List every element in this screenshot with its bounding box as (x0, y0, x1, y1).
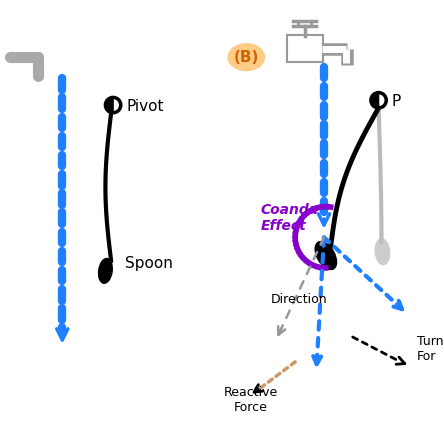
Text: Reactive
Force: Reactive Force (224, 386, 278, 414)
Ellipse shape (375, 239, 390, 265)
Text: Turn
For: Turn For (417, 336, 444, 364)
Text: P: P (391, 94, 400, 109)
Text: Pivot: Pivot (127, 99, 164, 114)
Circle shape (371, 93, 386, 108)
Circle shape (105, 97, 121, 113)
Ellipse shape (228, 44, 265, 71)
Wedge shape (371, 93, 379, 108)
Text: Coanda
Effect: Coanda Effect (261, 203, 319, 233)
Ellipse shape (315, 242, 337, 270)
Text: (B): (B) (234, 50, 259, 65)
Text: Direction: Direction (271, 293, 328, 306)
Text: Spoon: Spoon (125, 256, 172, 271)
Ellipse shape (99, 258, 112, 283)
Wedge shape (105, 97, 113, 113)
